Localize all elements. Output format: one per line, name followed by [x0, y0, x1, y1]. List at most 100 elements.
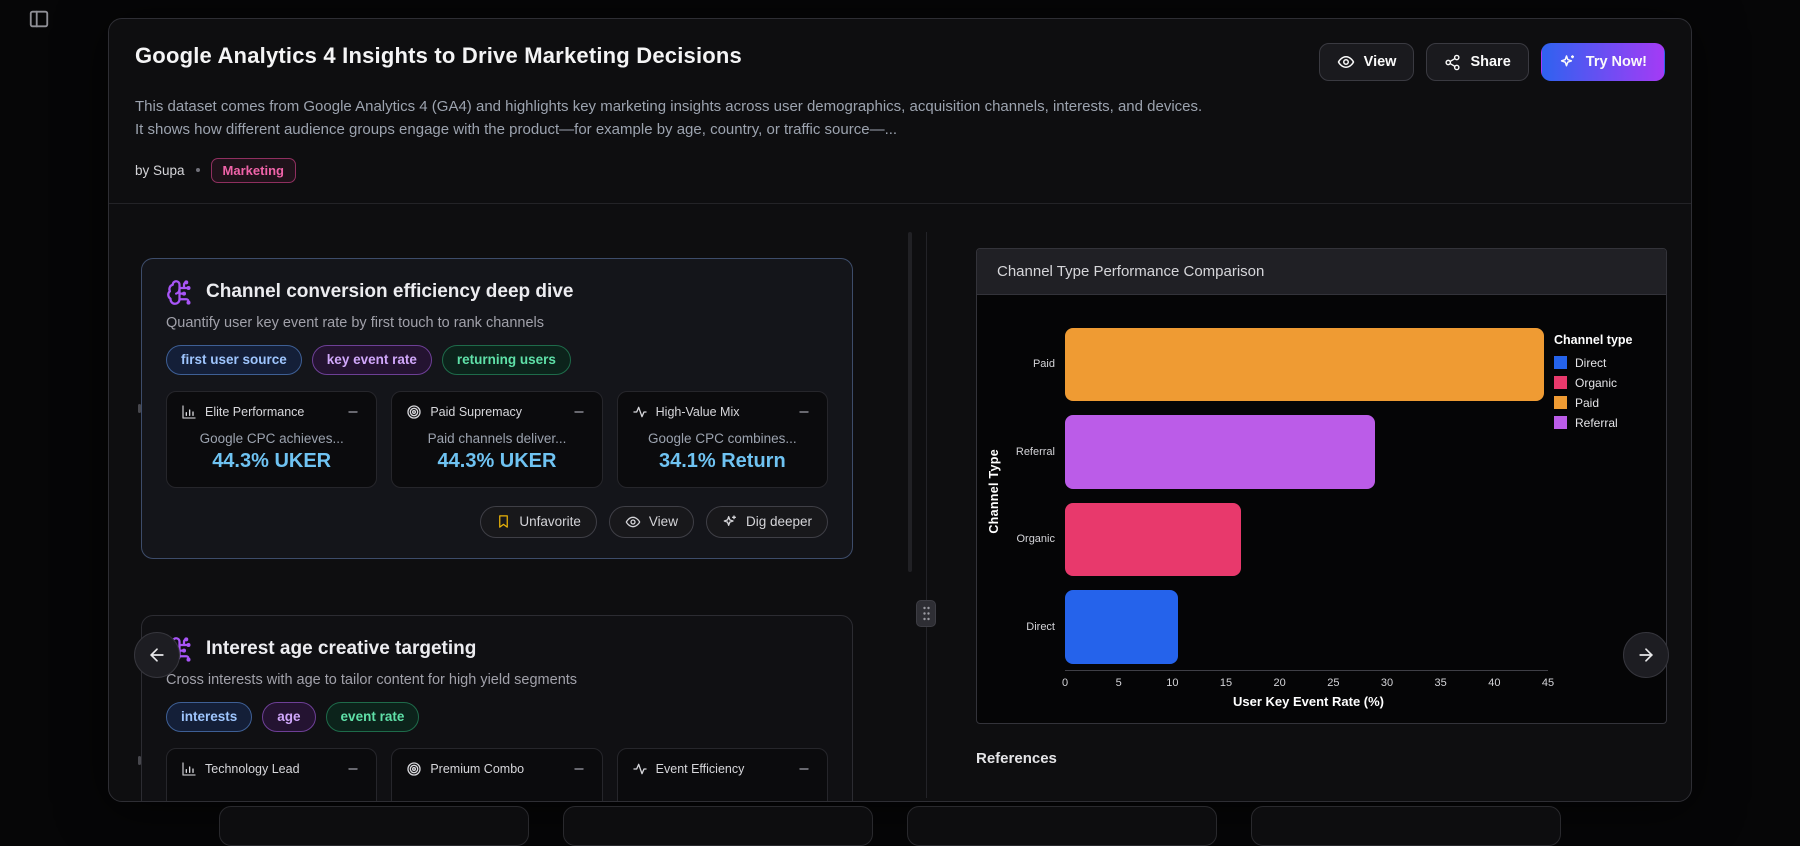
metric-name: Paid Supremacy	[430, 404, 523, 419]
chart-bar-row: Referral	[1001, 408, 1552, 496]
eye-icon	[1337, 56, 1354, 68]
topic-tag: event rate	[325, 701, 420, 732]
dataset-description: This dataset comes from Google Analytics…	[135, 98, 1203, 139]
metric-card: Paid Supremacy Paid channels deliver... …	[391, 390, 603, 488]
chart-bar	[1065, 502, 1242, 576]
metric-value: 34.1% Return	[658, 449, 786, 472]
x-tick-label: 5	[1115, 676, 1122, 689]
pane-divider	[926, 231, 927, 798]
bar-chart-icon	[181, 761, 197, 777]
chart-legend: Channel type Direct Organic Paid Referra…	[1552, 321, 1656, 715]
metric-card: Event Efficiency	[616, 747, 828, 801]
share-button[interactable]: Share	[1426, 43, 1529, 81]
view-button-label: View	[1363, 53, 1397, 70]
metric-collapse-button[interactable]	[795, 405, 813, 419]
pane-resize-handle[interactable]	[916, 599, 936, 627]
chart-bar	[1065, 590, 1178, 664]
metric-name: Premium Combo	[430, 761, 525, 776]
separator-dot	[195, 168, 200, 172]
bookmark-icon	[496, 514, 511, 529]
hidden-card-stub	[1251, 806, 1561, 846]
legend-swatch	[1554, 396, 1567, 409]
metric-card: Technology Lead	[166, 747, 378, 801]
chart-title: Channel Type Performance Comparison	[977, 248, 1666, 295]
insight-title: Channel conversion efficiency deep dive	[206, 281, 574, 302]
insight-subtitle: Cross interests with age to tailor conte…	[166, 671, 578, 688]
metric-collapse-button[interactable]	[344, 762, 362, 776]
brain-circuit-icon	[166, 279, 193, 306]
metric-value: 44.3% UKER	[212, 449, 332, 472]
dig-deeper-button[interactable]: Dig deeper	[705, 505, 828, 538]
chart-card: Channel Type Performance Comparison Chan…	[976, 247, 1667, 724]
legend-swatch	[1554, 356, 1567, 369]
try-now-button-label: Try Now!	[1585, 53, 1647, 70]
category-tick-label: Paid	[1032, 358, 1055, 371]
metric-collapse-button[interactable]	[570, 405, 588, 419]
bar-track	[1065, 583, 1552, 671]
x-axis-ticks: 0 5 10 15 20 25 30 35 40 45	[1062, 671, 1554, 691]
legend-item: Paid	[1554, 396, 1656, 410]
chart-pane: Channel Type Performance Comparison Chan…	[927, 204, 1691, 802]
header-divider	[109, 202, 1691, 204]
x-tick-label: 10	[1166, 676, 1179, 689]
metric-value: 44.3% UKER	[437, 449, 557, 472]
metric-collapse-button[interactable]	[344, 405, 362, 419]
insight-title: Interest age creative targeting	[206, 638, 477, 660]
insight-subtitle: Quantify user key event rate by first to…	[166, 314, 544, 331]
main-panel: Google Analytics 4 Insights to Drive Mar…	[108, 18, 1692, 802]
insights-pane: Channel conversion efficiency deep dive …	[109, 204, 927, 801]
view-button[interactable]: View	[1318, 43, 1415, 81]
legend-label: Referral	[1575, 415, 1618, 430]
unfavorite-button[interactable]: Unfavorite	[480, 505, 597, 538]
category-tick-label: Referral	[1015, 445, 1055, 458]
metric-name: Technology Lead	[205, 761, 300, 776]
references-heading: References	[976, 749, 1057, 767]
metric-name: Elite Performance	[205, 404, 305, 419]
x-axis-line	[1065, 669, 1548, 671]
byline: by Supa Marketing	[135, 157, 1665, 203]
chart-bar-row: Paid	[1001, 321, 1552, 409]
action-label: Dig deeper	[745, 514, 812, 530]
insight-card: Channel conversion efficiency deep dive …	[141, 257, 853, 559]
bar-chart-icon	[181, 404, 197, 420]
metric-name: Event Efficiency	[655, 761, 745, 776]
category-tick-label: Organic	[1016, 533, 1055, 546]
metric-collapse-button[interactable]	[795, 762, 813, 776]
arrow-right-icon	[1639, 647, 1653, 662]
sidebar-toggle-button[interactable]	[26, 6, 54, 32]
activity-icon	[632, 404, 648, 420]
carousel-next-button[interactable]	[1623, 631, 1669, 678]
legend-label: Organic	[1575, 375, 1618, 390]
metric-description: Google CPC combines...	[648, 430, 797, 446]
hidden-card-stub	[219, 806, 529, 846]
legend-item: Direct	[1554, 356, 1656, 370]
action-label: View	[648, 514, 678, 530]
metric-name: High-Value Mix	[655, 404, 740, 419]
panel-header: Google Analytics 4 Insights to Drive Mar…	[109, 19, 1691, 203]
try-now-button[interactable]: Try Now!	[1540, 43, 1665, 81]
view-button[interactable]: View	[608, 505, 694, 538]
topic-tag: interests	[166, 701, 253, 732]
metric-card: Premium Combo	[391, 747, 603, 801]
target-icon	[406, 404, 422, 420]
legend-title: Channel type	[1554, 332, 1633, 347]
bar-track	[1065, 321, 1552, 409]
scrollbar-thumb[interactable]	[908, 231, 912, 572]
insight-card: Interest age creative targeting Cross in…	[141, 614, 853, 801]
metric-collapse-button[interactable]	[570, 762, 588, 776]
x-tick-label: 40	[1488, 676, 1501, 689]
bar-track	[1065, 496, 1552, 584]
category-badge[interactable]: Marketing	[210, 157, 296, 183]
carousel-previous-button[interactable]	[134, 631, 180, 678]
legend-item: Referral	[1554, 416, 1656, 430]
tag-list: interests age event rate	[166, 701, 828, 732]
sparkle-icon	[722, 514, 738, 530]
metric-list: Elite Performance Google CPC achieves...…	[166, 390, 828, 488]
topic-tag: returning users	[441, 344, 571, 375]
pane-marker-dot	[138, 403, 141, 413]
target-icon	[406, 761, 422, 777]
hidden-card-stub	[907, 806, 1217, 846]
x-tick-label: 35	[1434, 676, 1447, 689]
x-tick-label: 30	[1380, 676, 1394, 689]
metric-card: Elite Performance Google CPC achieves...…	[166, 390, 378, 488]
